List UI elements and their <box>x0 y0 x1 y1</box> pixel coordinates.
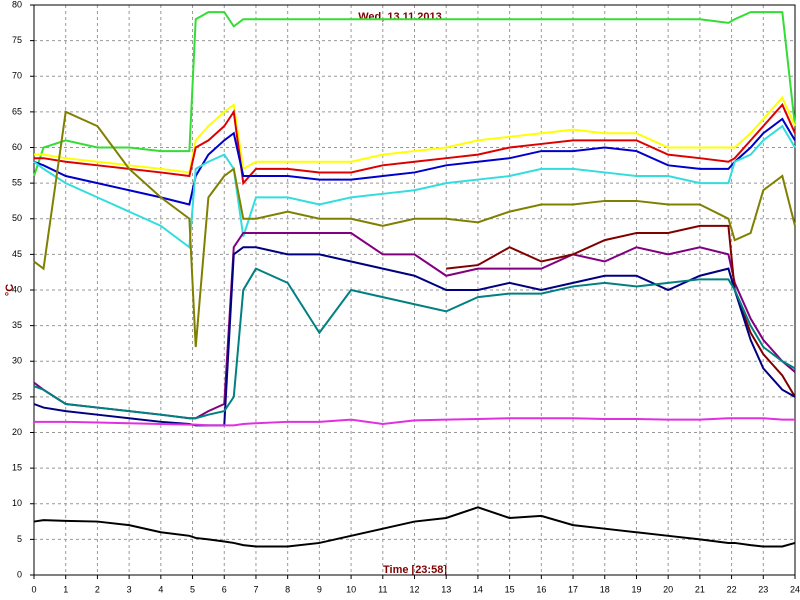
x-tick-label: 21 <box>695 584 705 594</box>
y-tick-label: 80 <box>12 0 22 9</box>
y-tick-label: 60 <box>12 142 22 152</box>
series-line <box>34 417 795 427</box>
plot-border <box>33 4 796 576</box>
x-tick-label: 9 <box>317 584 322 594</box>
series-line <box>34 102 796 186</box>
x-tick-label: 23 <box>758 584 768 594</box>
y-tick-label: 75 <box>12 35 22 45</box>
y-tick-label: 10 <box>12 498 22 508</box>
y-tick-label: 0 <box>17 569 22 579</box>
series-line <box>33 506 796 548</box>
y-tick-label: 65 <box>12 106 22 116</box>
x-tick-label: 0 <box>31 584 36 594</box>
x-tick-label: 8 <box>285 584 290 594</box>
x-tick-label: 7 <box>253 584 258 594</box>
series-line <box>33 124 796 250</box>
y-tick-label: 45 <box>12 249 22 259</box>
y-tick-label: 50 <box>12 213 22 223</box>
series-line <box>33 117 796 206</box>
y-tick-label: 70 <box>12 71 22 81</box>
x-tick-label: 13 <box>441 584 451 594</box>
y-tick-label: 5 <box>17 534 22 544</box>
x-tick-label: 2 <box>95 584 100 594</box>
x-tick-label: 18 <box>600 584 610 594</box>
x-tick-label: 16 <box>536 584 546 594</box>
y-tick-label: 20 <box>12 427 22 437</box>
y-tick-label: 35 <box>12 320 22 330</box>
x-tick-label: 3 <box>127 584 132 594</box>
x-tick-label: 4 <box>158 584 163 594</box>
x-tick-label: 24 <box>790 584 800 594</box>
x-tick-label: 10 <box>346 584 356 594</box>
chart-title: Wed, 13.11.2013 <box>358 11 442 23</box>
series-line <box>33 11 796 177</box>
y-tick-label: 55 <box>12 178 22 188</box>
x-tick-label: 11 <box>378 584 387 594</box>
series-line <box>33 110 796 348</box>
x-tick-label: 6 <box>222 584 227 594</box>
x-tick-label: 17 <box>568 584 578 594</box>
x-tick-label: 19 <box>631 584 641 594</box>
series-line <box>33 267 796 420</box>
x-tick-label: 5 <box>190 584 195 594</box>
x-tick-label: 14 <box>473 584 483 594</box>
y-tick-label: 40 <box>12 284 22 294</box>
x-tick-label: 15 <box>505 584 515 594</box>
x-tick-label: 12 <box>409 584 419 594</box>
x-axis-label: Time [23:58] <box>383 564 447 576</box>
y-tick-label: 30 <box>12 356 22 366</box>
y-axis-label: °C <box>4 284 16 296</box>
x-tick-label: 20 <box>663 584 673 594</box>
y-tick-label: 15 <box>12 463 22 473</box>
x-tick-label: 1 <box>63 584 68 594</box>
y-tick-label: 25 <box>12 391 22 401</box>
series-line <box>34 95 796 174</box>
series-line <box>446 224 796 398</box>
x-tick-label: 22 <box>727 584 737 594</box>
series-line <box>33 246 796 427</box>
